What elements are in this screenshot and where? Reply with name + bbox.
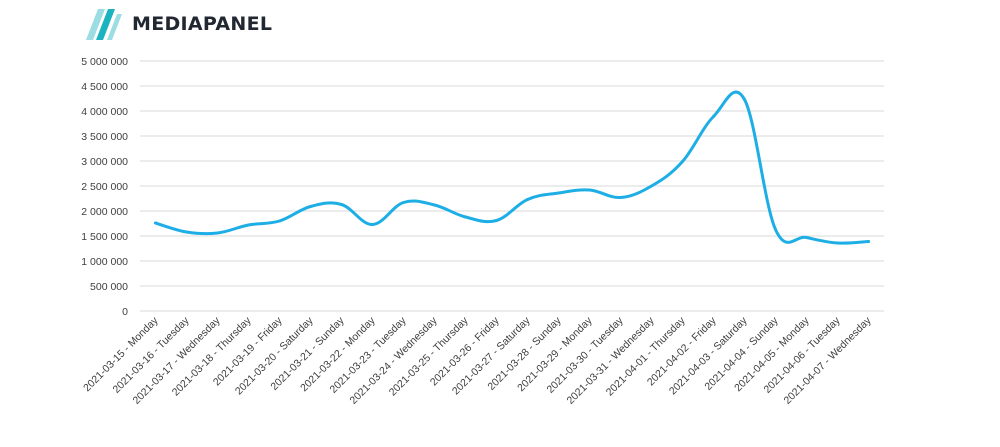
data-point-10: [464, 215, 467, 219]
series-line-0: [154, 90, 870, 245]
y-tick-label: 2 000 000: [81, 206, 128, 218]
y-tick-label: 5 000 000: [81, 56, 128, 68]
data-point-1: [185, 230, 188, 234]
y-tick-label: 4 000 000: [81, 106, 128, 118]
data-point-22: [836, 241, 839, 245]
data-point-17: [681, 160, 684, 163]
series-line-group: [154, 90, 870, 245]
data-point-8: [402, 201, 405, 204]
data-point-14: [588, 188, 591, 192]
data-point-15: [619, 196, 622, 199]
data-point-0: [154, 221, 157, 225]
data-point-20: [774, 228, 777, 231]
brand-logo: MEDIAPANEL: [80, 6, 272, 42]
data-point-13: [557, 191, 560, 195]
data-point-11: [495, 219, 498, 222]
brand-name: MEDIAPANEL: [132, 13, 273, 35]
y-tick-label: 4 500 000: [81, 81, 128, 93]
y-tick-label: 1 500 000: [81, 231, 128, 243]
data-point-9: [433, 203, 436, 207]
data-point-7: [371, 223, 374, 226]
y-tick-label: 2 500 000: [81, 181, 128, 193]
data-point-4: [278, 219, 281, 223]
data-point-12: [526, 198, 529, 201]
y-tick-label: 3 500 000: [81, 131, 128, 143]
data-point-18: [712, 115, 715, 118]
y-tick-label: 3 000 000: [81, 156, 128, 168]
data-point-6: [340, 203, 343, 206]
y-tick-label: 500 000: [90, 281, 128, 293]
y-tick-label: 0: [122, 306, 128, 318]
y-tick-label: 1 000 000: [81, 256, 128, 268]
data-point-5: [309, 205, 312, 208]
data-point-3: [247, 223, 250, 227]
data-point-19: [743, 98, 746, 101]
data-point-2: [216, 231, 219, 235]
data-point-21: [805, 236, 808, 239]
data-point-23: [867, 240, 870, 243]
y-axis-tick-labels: 0 500 000 1 000 000 1 500 000 2 000 000 2 500…: [81, 56, 128, 318]
gridlines: [140, 60, 884, 312]
mediapanel-logo-mark-icon: [86, 9, 122, 40]
data-point-16: [650, 184, 653, 188]
